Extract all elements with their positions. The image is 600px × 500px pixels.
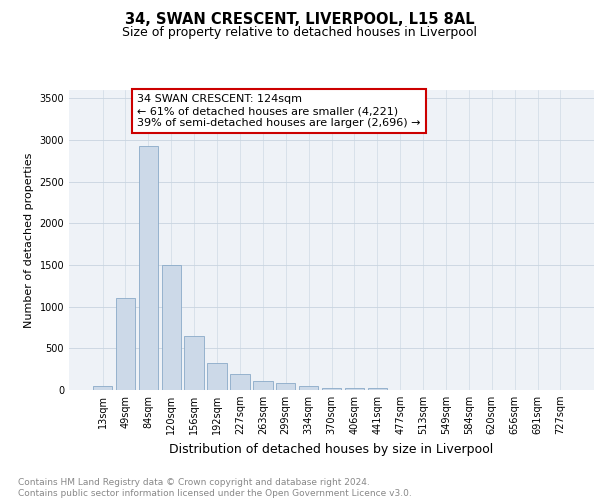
Bar xyxy=(93,386,112,390)
Bar xyxy=(299,386,319,390)
Text: 34, SWAN CRESCENT, LIVERPOOL, L15 8AL: 34, SWAN CRESCENT, LIVERPOOL, L15 8AL xyxy=(125,12,475,28)
Bar xyxy=(276,382,295,390)
Bar xyxy=(116,298,135,390)
Bar xyxy=(161,265,181,390)
Text: Contains HM Land Registry data © Crown copyright and database right 2024.
Contai: Contains HM Land Registry data © Crown c… xyxy=(18,478,412,498)
Bar xyxy=(253,381,272,390)
Y-axis label: Number of detached properties: Number of detached properties xyxy=(24,152,34,328)
Bar xyxy=(344,388,364,390)
Text: 34 SWAN CRESCENT: 124sqm
← 61% of detached houses are smaller (4,221)
39% of sem: 34 SWAN CRESCENT: 124sqm ← 61% of detach… xyxy=(137,94,421,128)
Bar xyxy=(368,388,387,390)
Text: Size of property relative to detached houses in Liverpool: Size of property relative to detached ho… xyxy=(122,26,478,39)
Bar xyxy=(230,374,250,390)
Bar xyxy=(139,146,158,390)
Bar xyxy=(208,362,227,390)
X-axis label: Distribution of detached houses by size in Liverpool: Distribution of detached houses by size … xyxy=(169,442,494,456)
Bar xyxy=(322,388,341,390)
Bar xyxy=(184,336,204,390)
